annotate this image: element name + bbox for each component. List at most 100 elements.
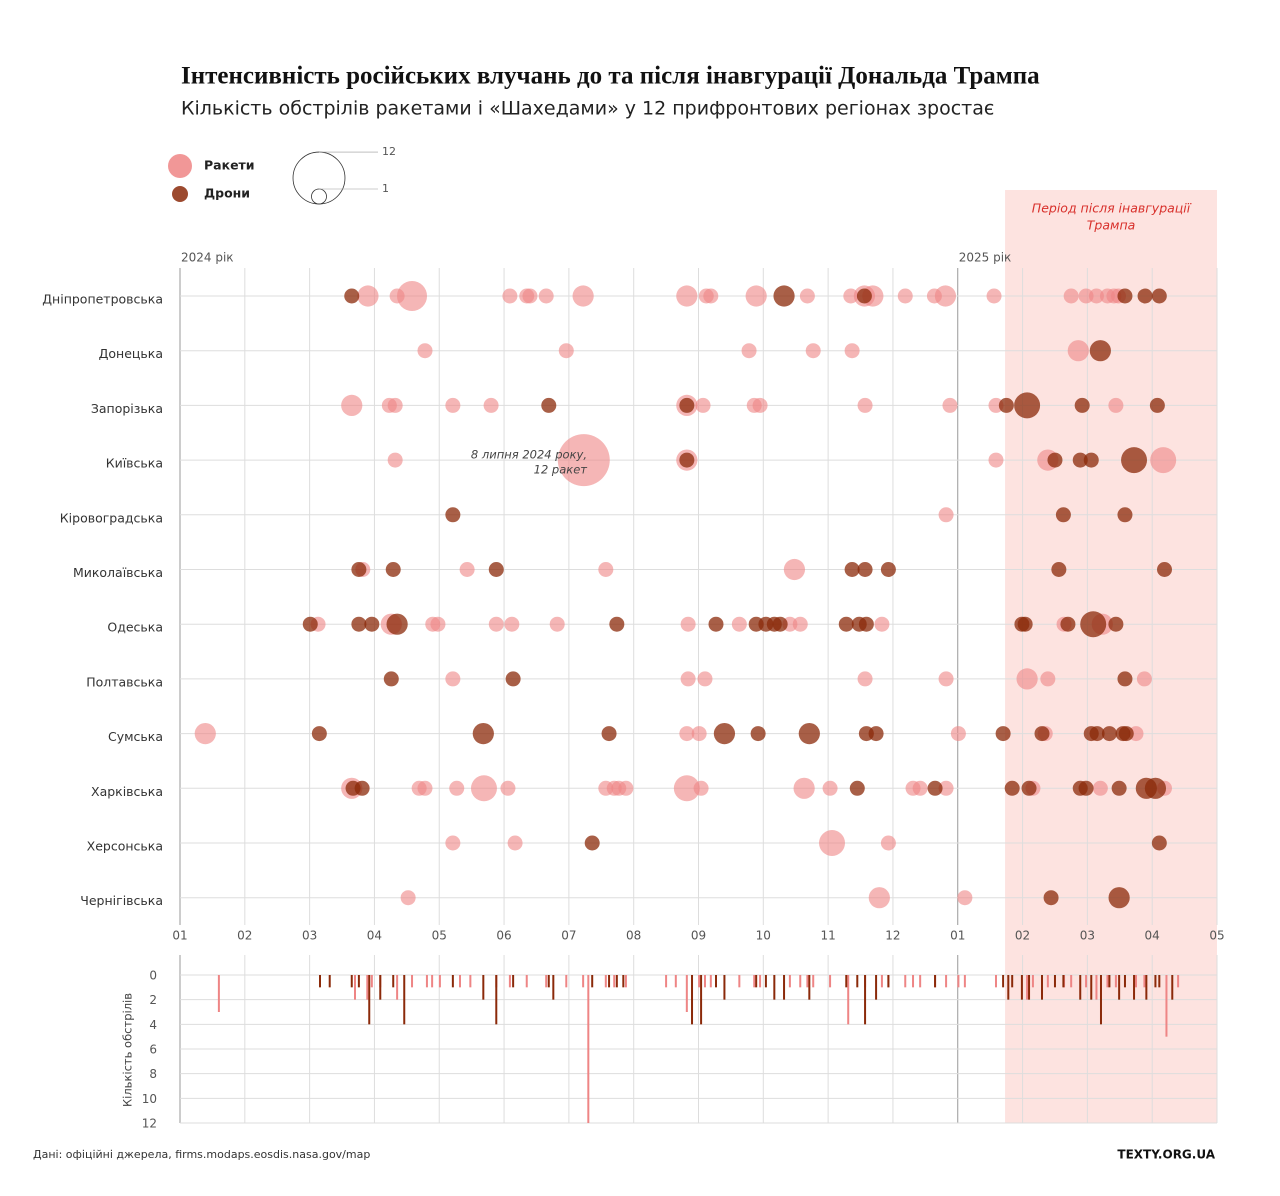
drone-bubble — [1051, 562, 1067, 577]
day-bar — [738, 975, 741, 988]
day-bar — [622, 975, 625, 988]
size-legend-label: 1 — [382, 182, 389, 195]
day-bar — [755, 975, 758, 988]
day-bar — [864, 975, 867, 1025]
drone-bubble — [844, 562, 860, 577]
y-axis-label: Кількість обстрілів — [121, 993, 135, 1107]
rocket-bubble — [445, 835, 461, 851]
day-bar — [451, 975, 454, 988]
drone-bubble — [1078, 780, 1094, 796]
x-tick-label: 11 — [820, 929, 835, 943]
day-bar — [547, 975, 550, 988]
rocket-bubble — [805, 343, 821, 359]
rocket-bubble — [357, 285, 379, 307]
day-bar — [963, 975, 966, 988]
x-tick-label: 03 — [1080, 929, 1095, 943]
rocket-bubble — [618, 780, 634, 796]
rocket-bubble — [449, 780, 465, 796]
rocket-bubble — [934, 285, 957, 307]
rocket-bubble — [752, 397, 768, 413]
rocket-bubble — [1078, 288, 1094, 304]
rocket-bubble — [341, 394, 363, 417]
drone-bubble — [708, 616, 724, 632]
day-bar — [425, 975, 428, 988]
rocket-bubble — [950, 726, 966, 742]
day-bar — [1046, 975, 1049, 988]
rocket-bubble — [507, 835, 523, 851]
rocket-bubble — [549, 616, 565, 632]
rocket-bubble — [938, 671, 954, 687]
region-label: Донецька — [99, 346, 163, 361]
highlight-label: Трампа — [1087, 218, 1136, 233]
rocket-bubble — [731, 616, 747, 632]
day-bar — [1085, 975, 1088, 988]
rocket-bubble — [417, 343, 433, 359]
y-tick-label: 12 — [142, 1117, 157, 1131]
drone-bubble — [868, 726, 884, 742]
highlight-label: Період після інавгурації — [1032, 201, 1192, 216]
day-bar — [1028, 975, 1031, 1000]
drone-bubble — [385, 562, 401, 577]
day-bar — [431, 975, 434, 988]
rocket-bubble — [430, 616, 446, 632]
region-label: Кіровоградська — [60, 510, 163, 525]
drone-bubble — [1047, 452, 1063, 468]
drone-bubble — [1083, 452, 1099, 468]
region-label: Херсонська — [87, 839, 163, 854]
rocket-bubble — [799, 288, 815, 304]
y-tick-label: 0 — [149, 969, 157, 983]
day-bar — [1154, 975, 1157, 988]
day-bar — [1145, 975, 1148, 1000]
day-bar — [1095, 975, 1098, 1000]
rocket-bubble — [1016, 668, 1038, 690]
day-bar — [1171, 975, 1174, 1000]
day-bar — [1118, 975, 1121, 1000]
day-bar — [545, 975, 548, 988]
day-bar — [403, 975, 406, 1025]
rocket-bubble — [691, 726, 707, 742]
drone-bubble — [505, 671, 521, 687]
rocket-bubble — [538, 288, 554, 304]
rocket-bubble — [844, 343, 860, 359]
drone-bubble — [354, 780, 370, 796]
drone-bubble — [1137, 288, 1153, 304]
day-bar — [759, 975, 762, 988]
x-tick-label: 06 — [496, 929, 511, 943]
day-bar — [698, 975, 701, 988]
drone-bubble — [679, 397, 695, 413]
day-bar — [379, 975, 382, 1000]
day-bar — [856, 975, 859, 988]
day-bar — [691, 975, 694, 1025]
region-label: Чернігівська — [80, 893, 163, 908]
day-bar — [845, 975, 848, 988]
drone-bubble — [1121, 447, 1148, 474]
day-bar — [1070, 975, 1073, 988]
rocket-bubble — [897, 288, 913, 304]
drone-bubble — [351, 616, 367, 632]
drone-bubble — [995, 726, 1011, 742]
rocket-bubble — [572, 285, 594, 307]
rocket-bubble — [387, 452, 403, 468]
rocket-bubble — [938, 507, 954, 523]
legend-marker — [172, 186, 188, 202]
rocket-bubble — [397, 281, 428, 311]
year-label: 2024 рік — [181, 251, 234, 265]
rocket-bubble — [673, 775, 700, 802]
rocket-bubble — [679, 726, 695, 742]
year-label: 2025 рік — [959, 251, 1012, 265]
rocket-bubble — [1040, 671, 1056, 687]
day-bar — [1020, 975, 1023, 1000]
region-label: Дніпропетровська — [42, 292, 163, 307]
y-tick-label: 2 — [149, 993, 157, 1007]
region-label: Харківська — [91, 784, 163, 799]
drone-bubble — [1017, 616, 1033, 632]
day-bar — [875, 975, 878, 1000]
drone-bubble — [1117, 507, 1133, 523]
x-tick-label: 02 — [237, 929, 252, 943]
x-tick-label: 02 — [1015, 929, 1030, 943]
drone-bubble — [386, 613, 408, 635]
day-bar — [350, 975, 353, 988]
rocket-bubble — [693, 780, 709, 796]
rocket-bubble — [557, 434, 610, 487]
day-bar — [1158, 975, 1161, 988]
